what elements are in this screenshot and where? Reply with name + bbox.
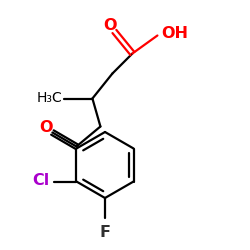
Text: F: F	[100, 225, 110, 240]
Text: OH: OH	[162, 26, 188, 41]
Text: O: O	[104, 18, 117, 33]
Text: O: O	[40, 120, 53, 135]
Text: H₃C: H₃C	[37, 90, 62, 104]
Text: Cl: Cl	[32, 173, 50, 188]
